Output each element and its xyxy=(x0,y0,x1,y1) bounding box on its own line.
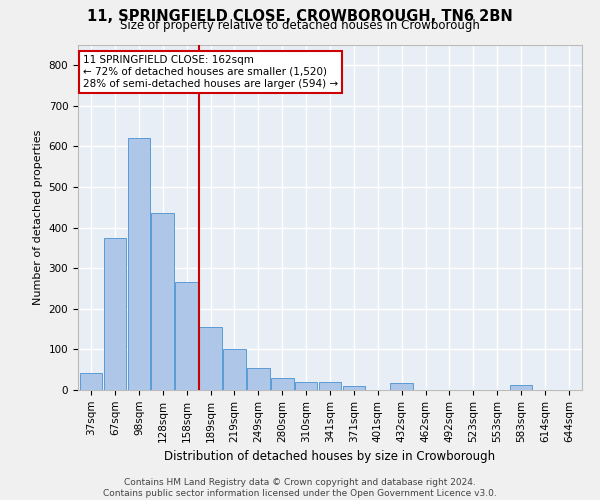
Text: 11, SPRINGFIELD CLOSE, CROWBOROUGH, TN6 2BN: 11, SPRINGFIELD CLOSE, CROWBOROUGH, TN6 … xyxy=(87,9,513,24)
Bar xyxy=(343,386,365,390)
Bar xyxy=(223,350,246,390)
Text: 11 SPRINGFIELD CLOSE: 162sqm
← 72% of detached houses are smaller (1,520)
28% of: 11 SPRINGFIELD CLOSE: 162sqm ← 72% of de… xyxy=(83,56,338,88)
Bar xyxy=(104,238,127,390)
Bar xyxy=(247,368,269,390)
Bar xyxy=(151,214,174,390)
Y-axis label: Number of detached properties: Number of detached properties xyxy=(33,130,43,305)
Bar xyxy=(319,382,341,390)
Text: Contains HM Land Registry data © Crown copyright and database right 2024.
Contai: Contains HM Land Registry data © Crown c… xyxy=(103,478,497,498)
Bar xyxy=(295,382,317,390)
Bar xyxy=(80,373,103,390)
Bar xyxy=(510,385,532,390)
Bar xyxy=(128,138,150,390)
Text: Size of property relative to detached houses in Crowborough: Size of property relative to detached ho… xyxy=(120,19,480,32)
Bar xyxy=(199,327,222,390)
X-axis label: Distribution of detached houses by size in Crowborough: Distribution of detached houses by size … xyxy=(164,450,496,463)
Bar xyxy=(271,378,293,390)
Bar xyxy=(391,382,413,390)
Bar xyxy=(175,282,198,390)
